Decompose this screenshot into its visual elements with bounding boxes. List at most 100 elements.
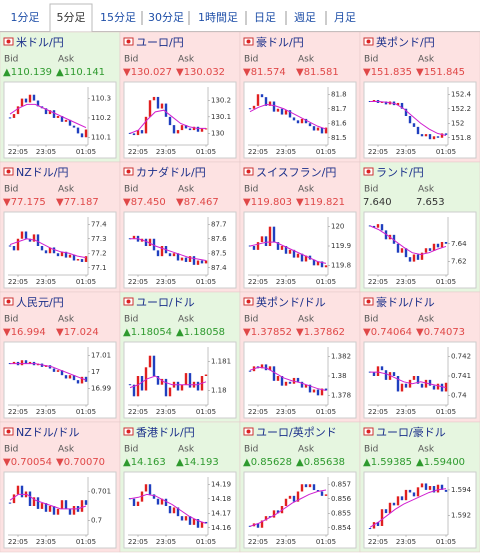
ask-value: ▼0.70070 xyxy=(56,457,105,468)
candle xyxy=(392,502,396,506)
x-tick-label: 22:05 xyxy=(8,408,28,416)
ask-value: ▼130.032 xyxy=(176,67,225,78)
ask-label: Ask xyxy=(418,185,435,195)
x-tick-label: 01:05 xyxy=(196,538,216,546)
candle xyxy=(392,372,396,376)
moving-average xyxy=(129,493,207,524)
pair-name[interactable]: NZドル/円 xyxy=(16,166,68,179)
candle xyxy=(204,374,208,376)
tab-active-bg xyxy=(49,3,93,33)
pair-name[interactable]: ユーロ/円 xyxy=(136,36,184,49)
candle xyxy=(144,238,148,246)
pair-name[interactable]: 人民元/円 xyxy=(16,296,64,309)
pair-name[interactable]: 豪ドル/ドル xyxy=(376,295,435,309)
candle xyxy=(148,100,152,117)
candle xyxy=(12,246,16,251)
ask-value: ▲0.85638 xyxy=(296,457,345,468)
tab[interactable]: 5分足 xyxy=(57,11,86,24)
tab[interactable]: 30分足 xyxy=(148,11,184,24)
candle xyxy=(312,484,316,491)
candle xyxy=(316,389,320,396)
ask-label: Ask xyxy=(58,445,75,455)
candle xyxy=(32,234,36,242)
candle xyxy=(16,238,20,251)
pair-name[interactable]: 英ポンド/円 xyxy=(376,35,435,49)
candle xyxy=(148,484,152,495)
candle xyxy=(384,101,388,105)
flag-dot xyxy=(126,39,131,44)
x-tick-label: 23:05 xyxy=(36,278,56,286)
pair-name[interactable]: スイスフラン/円 xyxy=(256,166,336,179)
candle xyxy=(200,260,204,264)
chart-box xyxy=(3,471,117,549)
pair-name[interactable]: 豪ドル/円 xyxy=(256,35,304,49)
candle xyxy=(52,110,56,118)
candle xyxy=(56,370,60,372)
flag-dot xyxy=(246,39,251,44)
y-tick-label: 77.1 xyxy=(91,264,107,272)
candle xyxy=(40,503,44,509)
candle xyxy=(64,375,68,379)
tab[interactable]: 15分足 xyxy=(100,11,136,24)
flag-dot xyxy=(246,429,251,434)
candle xyxy=(44,108,48,115)
y-tick-label: 0.857 xyxy=(331,480,351,488)
candle xyxy=(300,118,304,124)
y-tick-label: 1.378 xyxy=(331,391,351,399)
y-tick-label: 1.382 xyxy=(331,353,351,361)
candle xyxy=(76,259,80,261)
candle xyxy=(260,364,264,369)
tab[interactable]: 1時間足 xyxy=(198,11,238,24)
y-tick-label: 81.8 xyxy=(331,90,347,98)
ask-label: Ask xyxy=(298,315,315,325)
candle xyxy=(288,110,292,118)
tab[interactable]: 月足 xyxy=(334,11,356,24)
x-tick-label: 01:05 xyxy=(196,278,216,286)
y-tick-label: 130.2 xyxy=(211,96,231,104)
candle xyxy=(424,379,428,388)
y-tick-label: 152.2 xyxy=(451,105,471,113)
y-tick-label: 119.9 xyxy=(331,242,351,250)
candle xyxy=(260,520,264,528)
pair-name[interactable]: 香港ドル/円 xyxy=(136,426,195,439)
tab[interactable]: 週足 xyxy=(294,11,316,24)
candle xyxy=(324,494,328,496)
candle xyxy=(16,106,20,115)
y-tick-label: 0.856 xyxy=(331,495,352,503)
x-tick-label: 22:05 xyxy=(248,148,268,156)
y-tick-label: 1.181 xyxy=(211,358,231,366)
ask-label: Ask xyxy=(418,55,435,65)
ask-value: ▲110.141 xyxy=(56,67,105,78)
ask-label: Ask xyxy=(298,185,315,195)
candle xyxy=(264,236,268,246)
candle xyxy=(84,376,88,382)
candle xyxy=(284,110,288,115)
candle xyxy=(300,484,304,492)
candle xyxy=(172,125,176,134)
pair-name[interactable]: カナダドル/円 xyxy=(136,165,206,179)
bid-label: Bid xyxy=(364,55,378,65)
pair-name[interactable]: ユーロ/豪ドル xyxy=(376,425,446,439)
pair-name[interactable]: ユーロ/ドル xyxy=(136,296,195,309)
candle xyxy=(260,236,264,243)
candle xyxy=(24,231,28,239)
ask-value: ▲1.59400 xyxy=(416,457,465,468)
candle xyxy=(164,378,168,397)
candle xyxy=(172,507,176,514)
ask-value: ▼81.581 xyxy=(296,67,339,78)
pair-name[interactable]: ランド/円 xyxy=(376,166,424,179)
candle xyxy=(376,522,380,526)
bid-value: ▼87.450 xyxy=(123,197,166,208)
pair-name[interactable]: 英ポンド/ドル xyxy=(256,295,326,309)
pair-name[interactable]: ユーロ/英ポンド xyxy=(256,425,337,439)
chart-box xyxy=(3,211,117,289)
tab[interactable]: 日足 xyxy=(254,11,276,24)
candle xyxy=(200,521,204,528)
candle xyxy=(160,498,164,505)
pair-name[interactable]: 米ドル/円 xyxy=(16,36,64,49)
x-tick-label: 23:05 xyxy=(36,408,56,416)
tab[interactable]: 1分足 xyxy=(11,11,40,24)
pair-name[interactable]: NZドル/ドル xyxy=(16,426,79,439)
candle xyxy=(192,126,196,131)
bid-value: ▼130.027 xyxy=(123,67,172,78)
